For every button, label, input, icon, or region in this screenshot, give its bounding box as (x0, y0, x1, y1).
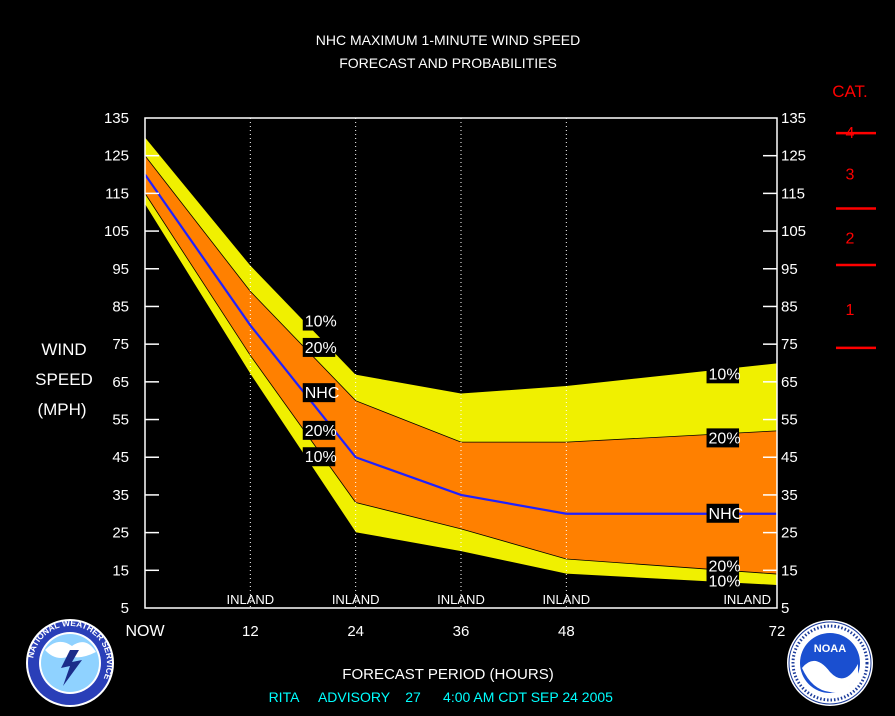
y-tick-label-left: 15 (112, 562, 129, 579)
inland-labels: INLAND INLAND INLAND INLAND INLAND (226, 592, 771, 607)
seagull-wave-icon (802, 660, 858, 693)
y-tick-label-left: 125 (104, 148, 129, 165)
category-label: 1 (846, 302, 855, 319)
band-edge-20-percent (144, 155, 778, 443)
band-label-bg (302, 311, 336, 331)
band-label-bg (302, 383, 336, 403)
band-label-bg (706, 556, 740, 576)
y-tick-label-left: 95 (112, 261, 129, 278)
band-label-bg (706, 364, 740, 384)
category-title: CAT. (832, 82, 868, 101)
y-tick-label-left: 115 (105, 185, 129, 202)
chart-title-line-2: FORECAST AND PROBABILITIES (339, 55, 557, 71)
noaa-logo: NOAA (787, 620, 873, 706)
band-label: 20% (305, 423, 337, 440)
category-label: 4 (846, 125, 855, 142)
band-label: NHC (709, 506, 744, 523)
x-tick-label: NOW (125, 623, 165, 640)
y-tick-label-left: 65 (112, 374, 129, 391)
nhc-line (144, 173, 777, 515)
y-tick-label-right: 135 (781, 110, 806, 127)
band-label-bg (706, 428, 740, 448)
advisory-number: 27 (405, 689, 421, 705)
band-label: NHC (305, 385, 340, 402)
category-label: 2 (846, 231, 855, 248)
x-tick-label: 36 (453, 623, 470, 640)
y-tick-label-right: 95 (781, 261, 798, 278)
y-axis-label-line-1: WIND (41, 340, 86, 359)
y-tick-label-left: 35 (112, 487, 129, 504)
band-label-bg (302, 447, 336, 467)
y-tick-label-right: 5 (781, 600, 789, 617)
band-label: 10% (709, 574, 741, 591)
plot-frame (144, 117, 778, 609)
chart-title-line-1: NHC MAXIMUM 1-MINUTE WIND SPEED (316, 32, 580, 48)
y-tick-label-left: 45 (112, 449, 129, 466)
x-axis-label: FORECAST PERIOD (HOURS) (342, 666, 553, 683)
category-scale: CAT. 4 3 2 1 (832, 82, 876, 350)
y-tick-label-right: 105 (781, 223, 806, 240)
category-label: 3 (846, 167, 855, 184)
y-tick-label-left: 85 (112, 298, 129, 315)
x-tick-label: 48 (558, 623, 575, 640)
y-tick-label-right: 45 (781, 449, 798, 466)
gridlines (249, 118, 567, 608)
probability-bands (144, 136, 778, 586)
x-tick-label: 72 (769, 623, 786, 640)
band-label: 10% (709, 366, 741, 383)
advisory-label: ADVISORY (318, 689, 391, 705)
y-tick-label-left: 5 (121, 600, 129, 617)
cloud-icon (45, 641, 96, 658)
band-20-percent (145, 155, 777, 575)
band-edge-10-percent (144, 204, 778, 586)
y-tick-label-right: 55 (781, 412, 798, 429)
y-tick-label-left: 25 (112, 525, 129, 542)
band-label-bg (706, 571, 740, 591)
noaa-logo-text: NOAA (814, 643, 846, 655)
x-axis-ticks: NOW 12 24 36 48 72 (125, 623, 785, 640)
nhc-forecast-line (144, 173, 777, 515)
band-edge-10-percent (144, 136, 778, 394)
y-tick-label-right: 35 (781, 487, 798, 504)
y-tick-label-left: 75 (112, 336, 129, 353)
band-edge-20-percent (144, 193, 778, 575)
y-tick-label-right: 25 (781, 525, 798, 542)
band-label: 20% (709, 430, 741, 447)
inland-label: INLAND (437, 592, 485, 607)
band-label: 10% (305, 449, 337, 466)
lightning-icon (61, 650, 82, 686)
y-tick-label-right: 75 (781, 336, 798, 353)
y-tick-label-right: 115 (781, 185, 805, 202)
band-label-bg (302, 337, 336, 357)
advisory-storm: RITA (269, 689, 301, 705)
x-tick-label: 12 (242, 623, 259, 640)
band-label: 20% (305, 340, 337, 357)
y-axis-label-line-2: SPEED (35, 370, 93, 389)
y-tick-label-right: 65 (781, 374, 798, 391)
advisory-time: 4:00 AM CDT SEP 24 2005 (443, 689, 613, 705)
y-tick-label-left: 55 (112, 412, 129, 429)
inland-label: INLAND (332, 592, 380, 607)
advisory-line: RITA ADVISORY 27 4:00 AM CDT SEP 24 2005 (269, 689, 614, 705)
band-label-bg (302, 420, 336, 440)
band-label: 20% (709, 559, 741, 576)
inland-label: INLAND (542, 592, 590, 607)
y-axis-label-line-3: (MPH) (37, 400, 86, 419)
inland-label: INLAND (723, 592, 771, 607)
nws-logo: NATIONAL WEATHER SERVICE (25, 618, 115, 707)
y-tick-label-left: 105 (104, 223, 129, 240)
y-tick-label-right: 85 (781, 298, 798, 315)
band-label: 10% (305, 314, 337, 331)
y-tick-label-right: 125 (781, 148, 806, 165)
x-tick-label: 24 (347, 623, 364, 640)
y-tick-label-left: 135 (104, 110, 129, 127)
inland-label: INLAND (226, 592, 274, 607)
band-label-bg (706, 503, 740, 523)
y-tick-label-right: 15 (781, 562, 798, 579)
